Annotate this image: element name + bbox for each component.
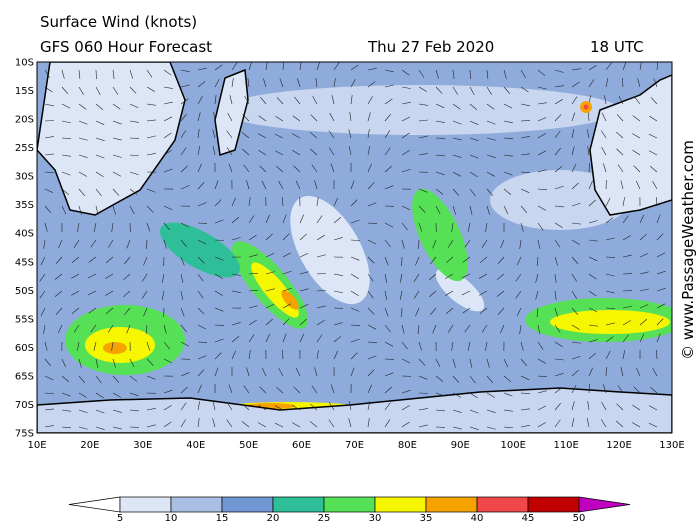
longitude-label: 20E: [80, 440, 99, 451]
colorbar-tick-label: 25: [318, 513, 331, 524]
colorbar-tick-label: 50: [573, 513, 586, 524]
latitude-label: 10S: [15, 58, 34, 69]
latitude-label: 20S: [15, 115, 34, 126]
colorbar-tick-label: 5: [117, 513, 123, 524]
colorbar-segment: [477, 497, 528, 512]
colorbar-segment: [375, 497, 426, 512]
title: Surface Wind (knots): [40, 13, 197, 31]
colorbar-low-end: [69, 497, 120, 512]
colorbar-segment: [171, 497, 222, 512]
colorbar-segment: [324, 497, 375, 512]
watermark: © www.PassageWeather.com: [679, 140, 697, 360]
longitude-label: 30E: [133, 440, 152, 451]
latitude-label: 15S: [15, 86, 34, 97]
latitude-label: 60S: [15, 343, 34, 354]
latitude-label: 50S: [15, 286, 34, 297]
colorbar-segment: [528, 497, 579, 512]
longitude-label: 70E: [345, 440, 364, 451]
latitude-label: 45S: [15, 257, 34, 268]
longitude-label: 60E: [292, 440, 311, 451]
latitude-axis: 10S 15S 20S 25S 30S 35S 40S 45S 50S 55S 60S 65S 70S 7…: [15, 58, 34, 440]
forecast-time: 18 UTC: [590, 38, 644, 56]
latitude-label: 35S: [15, 200, 34, 211]
colorbar-tick-label: 20: [267, 513, 280, 524]
longitude-label: 50E: [239, 440, 258, 451]
latitude-label: 65S: [15, 371, 34, 382]
latitude-label: 70S: [15, 400, 34, 411]
subtitle: GFS 060 Hour Forecast: [40, 38, 212, 56]
colorbar-tick-label: 40: [471, 513, 484, 524]
latitude-label: 25S: [15, 143, 34, 154]
map-area: [37, 61, 685, 433]
latitude-label: 75S: [15, 429, 34, 440]
colorbar: 5 10 15 20 25 30 35 40 45 50: [69, 497, 630, 524]
colorbar-high-end: [579, 497, 630, 512]
colorbar-tick-label: 30: [369, 513, 382, 524]
latitude-label: 40S: [15, 229, 34, 240]
longitude-label: 100E: [501, 440, 526, 451]
colorbar-segment: [222, 497, 273, 512]
latitude-label: 55S: [15, 314, 34, 325]
longitude-label: 130E: [659, 440, 684, 451]
longitude-label: 10E: [27, 440, 46, 451]
longitude-axis: 10E 20E 30E 40E 50E 60E 70E 80E 90E 100E 110E 120E 1…: [27, 440, 684, 451]
colorbar-tick-label: 45: [522, 513, 535, 524]
colorbar-tick-label: 10: [165, 513, 178, 524]
colorbar-tick-label: 35: [420, 513, 433, 524]
longitude-label: 40E: [186, 440, 205, 451]
colorbar-segment: [426, 497, 477, 512]
colorbar-segment: [273, 497, 324, 512]
latitude-label: 30S: [15, 172, 34, 183]
colorbar-segment: [120, 497, 171, 512]
longitude-label: 110E: [553, 440, 578, 451]
longitude-label: 80E: [398, 440, 417, 451]
forecast-date: Thu 27 Feb 2020: [367, 38, 494, 56]
longitude-label: 120E: [606, 440, 631, 451]
longitude-label: 90E: [451, 440, 470, 451]
colorbar-tick-label: 15: [216, 513, 229, 524]
